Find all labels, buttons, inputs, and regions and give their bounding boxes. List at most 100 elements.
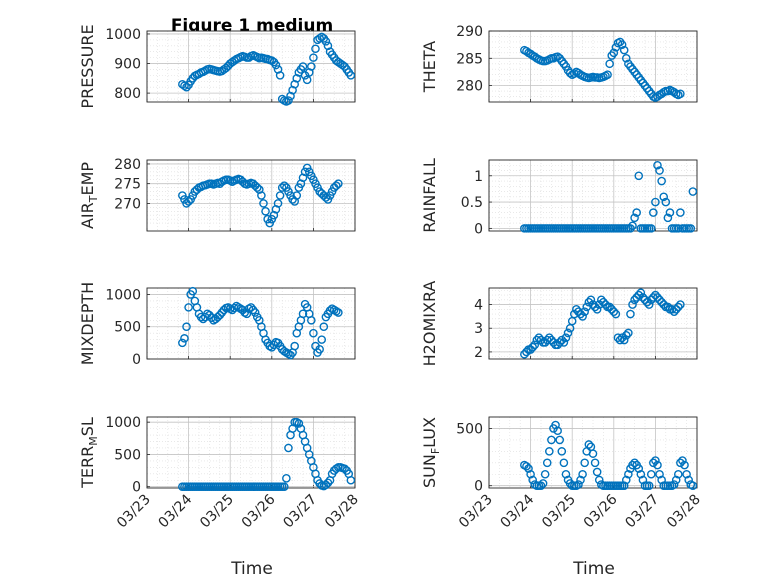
data-point <box>676 89 685 99</box>
data-point <box>594 300 604 309</box>
data-point <box>651 290 660 300</box>
y-tick-label: 900 <box>114 57 141 73</box>
data-point <box>619 335 629 345</box>
y-tick-label: 0 <box>132 352 141 368</box>
data-point <box>644 300 654 309</box>
x-axis-label-right: Time <box>572 559 615 579</box>
data-point <box>615 335 625 345</box>
data-point <box>528 475 537 485</box>
data-point <box>284 443 293 453</box>
y-tick-label: 1000 <box>105 27 141 43</box>
data-point <box>259 199 268 208</box>
data-point <box>182 322 191 332</box>
data-point <box>551 420 560 430</box>
data-point <box>621 475 631 485</box>
data-point <box>275 71 285 80</box>
data-point <box>331 181 341 190</box>
y-tick-label: 280 <box>456 79 483 95</box>
data-point <box>651 456 660 465</box>
data-point <box>557 447 567 456</box>
x-tick-label: 03/23 <box>114 492 154 532</box>
data-point <box>252 183 262 192</box>
data-point <box>682 469 691 479</box>
y-tick-label: 4 <box>474 298 483 314</box>
data-point <box>586 295 596 305</box>
y-axis-label: THETA <box>420 41 439 93</box>
data-point <box>559 458 569 468</box>
data-point <box>178 338 187 348</box>
y-tick-label: 1 <box>474 169 483 185</box>
y-label-main: H2OMIXRA <box>420 281 439 367</box>
y-tick-label: 3 <box>474 321 483 337</box>
data-point <box>319 322 329 332</box>
data-point <box>619 481 629 491</box>
data-point <box>649 208 658 217</box>
data-point <box>657 297 666 307</box>
data-point <box>609 307 619 316</box>
data-point <box>309 328 318 338</box>
data-point <box>250 308 260 317</box>
data-point <box>671 304 681 314</box>
data-point <box>555 338 565 347</box>
data-point <box>545 333 554 343</box>
data-point <box>549 338 558 347</box>
y-tick-label: 280 <box>114 157 141 173</box>
data-point <box>673 302 683 312</box>
subplot-sun_flux: 0 500 SUNFLUX 03/23 03/24 03/25 03/26 03/27 03/2… <box>420 416 704 532</box>
data-point <box>644 481 654 491</box>
data-point <box>621 331 631 340</box>
data-point <box>678 456 687 465</box>
data-point <box>334 179 343 188</box>
data-point <box>646 224 656 233</box>
data-point <box>592 304 602 314</box>
y-tick-label: 500 <box>456 421 483 437</box>
data-point <box>655 166 664 175</box>
data-point <box>659 192 669 202</box>
data-point <box>609 48 619 58</box>
data-point <box>561 469 571 479</box>
data-point <box>184 197 193 206</box>
data-point <box>669 307 679 316</box>
y-tick-label: 500 <box>114 320 141 336</box>
data-point <box>655 295 664 305</box>
y-tick-label: 1000 <box>105 287 141 303</box>
data-point <box>542 458 552 468</box>
data-point <box>555 435 565 445</box>
data-point <box>590 458 600 468</box>
data-point <box>536 335 546 345</box>
data-point <box>279 482 289 492</box>
data-point <box>207 313 216 322</box>
axes-box <box>146 287 356 360</box>
data-point <box>663 213 673 223</box>
data-point <box>636 288 646 298</box>
data-point <box>607 304 617 314</box>
data-point <box>584 440 594 449</box>
data-point <box>653 293 662 302</box>
data-point <box>642 297 652 307</box>
data-point <box>230 56 239 65</box>
x-axis-label-left: Time <box>230 559 273 579</box>
subplot-h2omixra: 2 3 4 H2OMIXRA <box>420 281 698 367</box>
data-point <box>242 309 252 319</box>
y-tick-label: 285 <box>456 51 483 67</box>
data-point <box>638 475 648 485</box>
data-point <box>307 315 316 325</box>
data-point <box>673 469 683 479</box>
x-tick-label: 03/27 <box>622 492 662 532</box>
y-label-main: AIR <box>78 202 97 229</box>
y-label-subscript: M <box>87 436 100 446</box>
data-point <box>526 345 535 354</box>
y-tick-label: 0 <box>132 480 141 496</box>
data-point <box>601 300 610 309</box>
data-point <box>188 286 198 296</box>
data-point <box>557 335 567 345</box>
data-point <box>279 181 289 190</box>
data-point <box>578 312 587 321</box>
subplot-mixdepth: 0 500 1000 MIXDEPTH <box>78 282 356 368</box>
y-tick-label: 270 <box>114 196 141 212</box>
data-point <box>628 300 637 309</box>
y-tick-label: 500 <box>114 447 141 463</box>
data-point <box>676 458 685 468</box>
y-label-rest: EMP <box>78 162 97 196</box>
data-point <box>271 60 281 70</box>
